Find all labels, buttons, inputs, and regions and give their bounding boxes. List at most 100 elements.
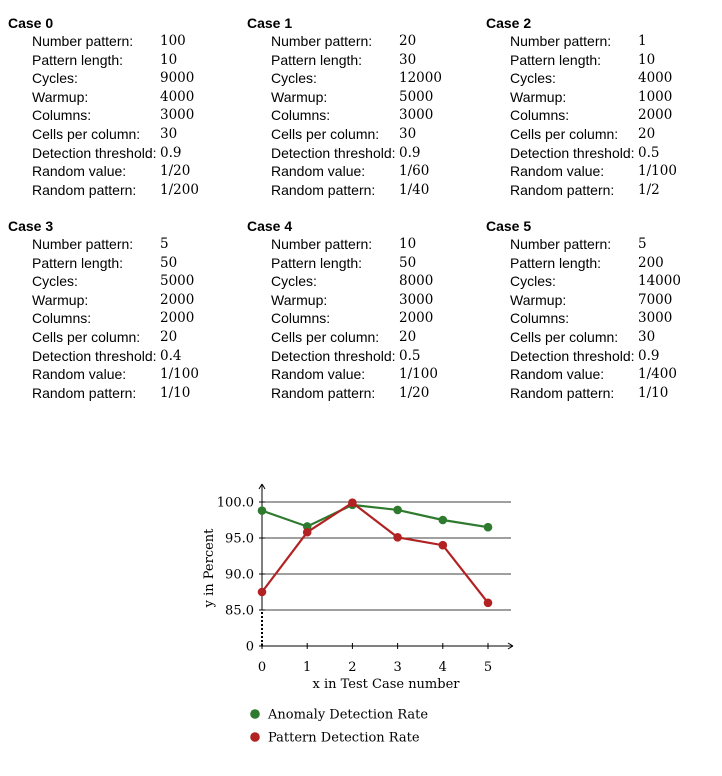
parameter-row: Number pattern: 20 xyxy=(247,32,416,51)
case-block: Case 4 Number pattern: 10 Pattern length: 50… xyxy=(247,217,438,402)
parameter-row: Detection threshold: 0.5 xyxy=(486,144,659,163)
legend-label: Anomaly Detection Rate xyxy=(267,708,428,723)
parameter-label: Pattern length: xyxy=(271,51,363,68)
case-block: Case 1 Number pattern: 20 Pattern length: 30… xyxy=(247,14,442,199)
parameter-value: 20 xyxy=(638,125,656,142)
parameter-value: 2000 xyxy=(638,107,673,124)
parameter-value: 5000 xyxy=(160,273,195,290)
y-tick-label: 0 xyxy=(246,640,254,655)
parameter-label: Columns: xyxy=(32,310,92,327)
parameter-label: Cells per column: xyxy=(510,125,619,142)
parameter-value: 1000 xyxy=(638,88,673,105)
parameter-label: Cycles: xyxy=(271,70,317,87)
parameter-row: Pattern length: 10 xyxy=(8,51,177,70)
y-axis-label: y in Percent xyxy=(202,528,217,609)
x-axis-arrow xyxy=(507,642,514,650)
parameter-row: Cells per column: 20 xyxy=(8,328,177,347)
parameter-row: Cycles: 14000 xyxy=(486,272,681,291)
parameter-value: 0.9 xyxy=(160,144,182,161)
parameter-value: 1/60 xyxy=(399,163,430,180)
parameter-row: Cycles: 5000 xyxy=(8,272,194,291)
parameter-value: 10 xyxy=(160,51,178,68)
parameter-label: Columns: xyxy=(271,107,331,124)
parameter-value: 1/400 xyxy=(638,366,677,383)
case-block: Case 5 Number pattern: 5 Pattern length: 200… xyxy=(486,217,681,402)
x-tick-label: 1 xyxy=(303,660,311,675)
parameter-row: Random pattern: 1/10 xyxy=(8,384,190,403)
parameter-row: Number pattern: 1 xyxy=(486,32,647,51)
parameter-value: 30 xyxy=(638,328,656,345)
parameter-value: 4000 xyxy=(160,88,195,105)
parameter-label: Pattern length: xyxy=(32,51,124,68)
parameter-row: Random value: 1/400 xyxy=(486,365,677,384)
parameter-value: 1/20 xyxy=(160,163,191,180)
parameter-row: Pattern length: 200 xyxy=(486,254,664,273)
parameter-label: Cells per column: xyxy=(271,328,380,345)
parameter-row: Cycles: 12000 xyxy=(247,69,442,88)
parameter-row: Random value: 1/100 xyxy=(8,365,199,384)
parameter-label: Random pattern: xyxy=(32,181,137,198)
case-block: Case 3 Number pattern: 5 Pattern length: 50 C… xyxy=(8,217,199,403)
parameter-row: Warmup: 5000 xyxy=(247,88,433,107)
parameter-label: Pattern length: xyxy=(510,254,602,271)
parameter-label: Random pattern: xyxy=(271,181,376,198)
parameter-value: 2000 xyxy=(160,291,195,308)
parameter-label: Columns: xyxy=(32,107,92,124)
parameter-label: Warmup: xyxy=(32,291,89,308)
parameter-row: Detection threshold: 0.4 xyxy=(8,347,181,366)
parameter-row: Cells per column: 20 xyxy=(247,328,416,347)
parameter-label: Columns: xyxy=(271,310,331,327)
parameter-label: Cycles: xyxy=(510,273,556,290)
parameter-row: Cells per column: 30 xyxy=(8,125,177,144)
parameter-value: 8000 xyxy=(399,273,434,290)
legend-marker xyxy=(250,732,260,742)
parameter-row: Random pattern: 1/2 xyxy=(486,181,660,200)
parameter-value: 0.5 xyxy=(638,144,660,161)
parameter-label: Number pattern: xyxy=(271,33,373,49)
parameter-row: Cycles: 4000 xyxy=(486,69,672,88)
data-point xyxy=(438,515,448,525)
parameter-label: Random value: xyxy=(271,366,366,383)
parameter-row: Warmup: 2000 xyxy=(8,291,194,310)
parameter-label: Cycles: xyxy=(32,70,78,87)
parameter-label: Number pattern: xyxy=(510,33,612,49)
parameter-row: Warmup: 4000 xyxy=(8,88,194,107)
parameter-row: Detection threshold: 0.9 xyxy=(8,144,181,163)
parameter-label: Pattern length: xyxy=(271,254,363,271)
parameter-value: 30 xyxy=(160,125,178,142)
parameter-label: Detection threshold: xyxy=(32,144,157,161)
parameter-label: Columns: xyxy=(510,310,570,327)
series-line xyxy=(261,501,489,604)
case-title: Case 4 xyxy=(247,218,293,234)
parameter-row: Pattern length: 50 xyxy=(247,254,416,273)
data-point xyxy=(393,532,402,542)
case-title: Case 0 xyxy=(8,15,54,31)
parameter-label: Random pattern: xyxy=(271,384,376,401)
y-tick-label: 90.0 xyxy=(225,568,254,583)
y-tick-label: 100.0 xyxy=(217,496,254,511)
parameter-value: 10 xyxy=(638,51,656,68)
parameter-label: Detection threshold: xyxy=(32,347,157,364)
parameter-value: 0.5 xyxy=(399,347,421,364)
y-tick-label: 85.0 xyxy=(225,604,254,619)
parameter-value: 50 xyxy=(399,254,417,271)
parameter-row: Random value: 1/20 xyxy=(8,162,190,181)
parameter-label: Detection threshold: xyxy=(510,144,635,161)
parameter-label: Number pattern: xyxy=(32,236,134,252)
legend-marker xyxy=(250,709,260,719)
parameter-label: Pattern length: xyxy=(32,254,124,271)
parameter-row: Columns: 2000 xyxy=(247,309,433,328)
x-tick-label: 3 xyxy=(393,660,401,675)
parameter-label: Random pattern: xyxy=(510,181,615,198)
parameter-label: Detection threshold: xyxy=(271,144,396,161)
x-tick-label: 2 xyxy=(348,660,356,675)
y-tick-label: 95.0 xyxy=(225,532,254,547)
case-title: Case 5 xyxy=(486,218,532,234)
parameter-row: Number pattern: 100 xyxy=(8,32,186,51)
parameter-label: Detection threshold: xyxy=(271,347,396,364)
parameter-value: 1/10 xyxy=(160,384,191,401)
parameter-value: 1/200 xyxy=(160,181,199,198)
parameter-row: Columns: 3000 xyxy=(486,309,672,328)
x-axis-label: x in Test Case number xyxy=(312,677,460,692)
parameter-label: Random value: xyxy=(32,366,127,383)
